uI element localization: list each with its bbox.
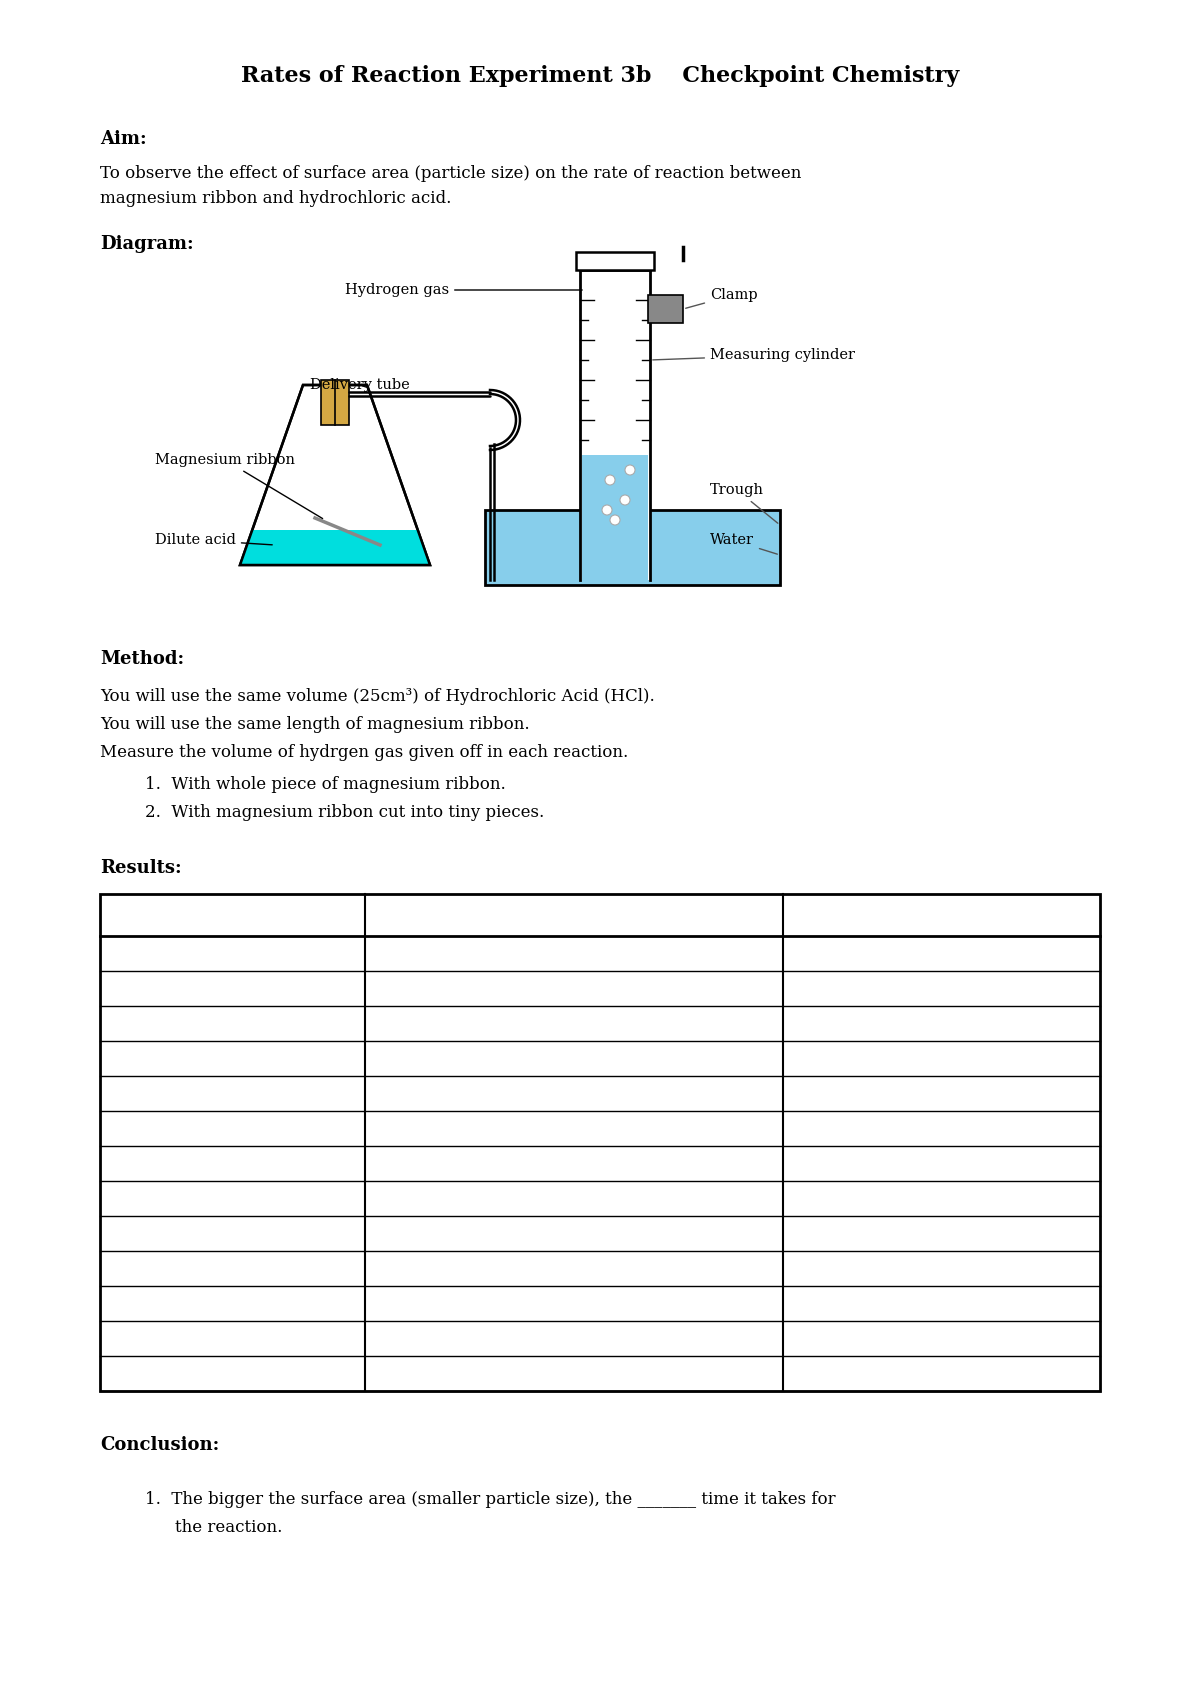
Bar <box>582 455 648 581</box>
Text: 0: 0 <box>227 946 236 959</box>
Text: Conclusion:: Conclusion: <box>100 1437 220 1453</box>
Bar <box>100 895 1100 1391</box>
Text: Water: Water <box>710 533 778 554</box>
Text: 9: 9 <box>227 1262 236 1275</box>
Text: 1.  With whole piece of magnesium ribbon.: 1. With whole piece of magnesium ribbon. <box>145 776 505 793</box>
Text: Time / Minutes: Time / Minutes <box>167 908 296 922</box>
Text: Hydrogen gas: Hydrogen gas <box>346 284 582 297</box>
Text: magnesium ribbon and hydrochloric acid.: magnesium ribbon and hydrochloric acid. <box>100 190 451 207</box>
Text: Trough: Trough <box>710 482 778 523</box>
Bar <box>580 270 650 581</box>
Circle shape <box>602 504 612 514</box>
Bar <box>485 509 780 586</box>
Bar <box>648 295 683 323</box>
Text: Volume of H Whole: Volume of H Whole <box>492 908 656 922</box>
Text: Volume of H Pieces: Volume of H Pieces <box>908 908 1074 922</box>
Circle shape <box>610 514 620 525</box>
Bar <box>322 380 349 424</box>
Text: 8: 8 <box>227 1226 236 1240</box>
Text: Measure the volume of hydrgen gas given off in each reaction.: Measure the volume of hydrgen gas given … <box>100 744 629 761</box>
Text: 7: 7 <box>227 1190 236 1206</box>
Text: 2: 2 <box>227 1015 236 1031</box>
Text: You will use the same length of magnesium ribbon.: You will use the same length of magnesiu… <box>100 717 529 734</box>
Text: 6: 6 <box>227 1156 236 1170</box>
Text: 2.  With magnesium ribbon cut into tiny pieces.: 2. With magnesium ribbon cut into tiny p… <box>145 803 545 822</box>
Text: Rates of Reaction Experiment 3b    Checkpoint Chemistry: Rates of Reaction Experiment 3b Checkpoi… <box>241 65 959 87</box>
Text: To observe the effect of surface area (particle size) on the rate of reaction be: To observe the effect of surface area (p… <box>100 165 802 182</box>
Polygon shape <box>240 530 430 565</box>
Text: the reaction.: the reaction. <box>175 1520 282 1537</box>
Text: Aim:: Aim: <box>100 131 146 148</box>
Circle shape <box>625 465 635 475</box>
Text: Measuring cylinder: Measuring cylinder <box>653 348 854 362</box>
Text: You will use the same volume (25cm³) of Hydrochloric Acid (HCl).: You will use the same volume (25cm³) of … <box>100 688 655 705</box>
Text: Method:: Method: <box>100 650 184 667</box>
Text: Diagram:: Diagram: <box>100 234 193 253</box>
Text: 3: 3 <box>227 1051 236 1065</box>
Bar <box>576 251 654 270</box>
Text: Magnesium ribbon: Magnesium ribbon <box>155 453 323 518</box>
Text: Delivery tube: Delivery tube <box>310 379 409 392</box>
Text: 4: 4 <box>227 1087 236 1100</box>
Circle shape <box>605 475 616 486</box>
Text: Clamp: Clamp <box>685 289 757 309</box>
Text: 5: 5 <box>227 1121 236 1134</box>
Text: 10: 10 <box>222 1296 241 1309</box>
Text: 1.  The bigger the surface area (smaller particle size), the _______ time it tak: 1. The bigger the surface area (smaller … <box>145 1491 835 1508</box>
Text: Results:: Results: <box>100 859 181 876</box>
Text: 12: 12 <box>222 1365 241 1380</box>
Text: Dilute acid: Dilute acid <box>155 533 272 547</box>
Circle shape <box>620 496 630 504</box>
Text: 1: 1 <box>227 981 236 995</box>
Text: 11: 11 <box>222 1331 241 1345</box>
Polygon shape <box>240 385 430 565</box>
